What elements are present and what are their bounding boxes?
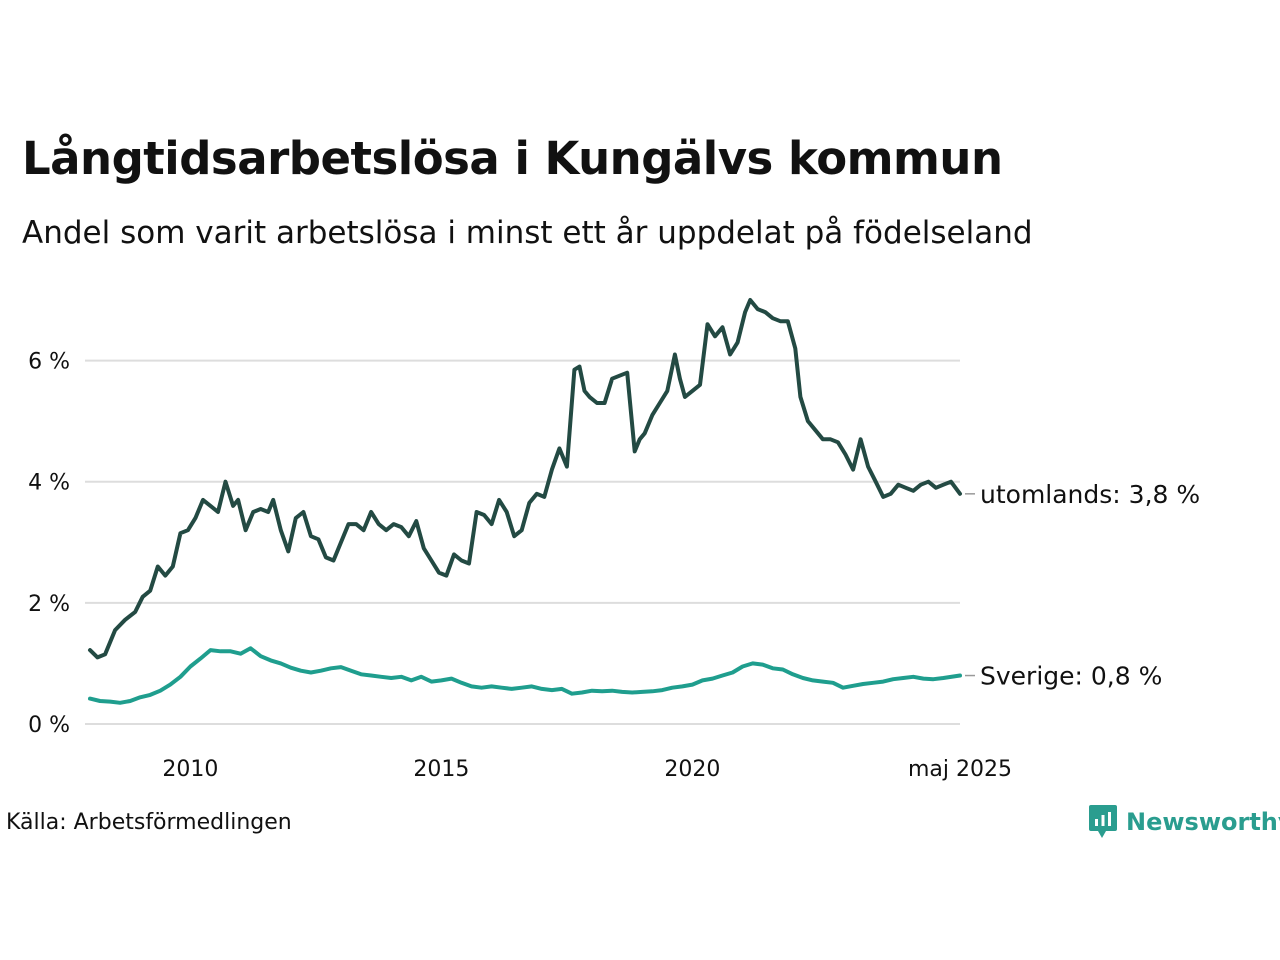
source-note: Källa: Arbetsförmedlingen xyxy=(6,810,292,835)
x-axis-ticks: 2010 2015 2020 maj 2025 xyxy=(162,757,1012,782)
end-label-utomlands: utomlands: 3,8 % xyxy=(980,480,1200,509)
chart-subtitle: Andel som varit arbetslösa i minst ett å… xyxy=(22,215,1033,251)
y-axis-ticks: 0 % 2 % 4 % 6 % xyxy=(28,350,70,738)
x-tick-label: maj 2025 xyxy=(908,757,1012,782)
grid-lines xyxy=(85,359,960,725)
newsworthy-logo-icon xyxy=(1089,805,1117,838)
series-end-labels: utomlands: 3,8 % Sverige: 0,8 % xyxy=(965,480,1200,691)
y-tick-label: 6 % xyxy=(28,350,70,375)
series-line-sverige xyxy=(88,646,962,705)
logo-text: Newsworthy xyxy=(1126,808,1280,836)
series-line-utomlands xyxy=(88,298,962,660)
newsworthy-logo: Newsworthy xyxy=(1088,804,1280,840)
x-tick-label: 2010 xyxy=(162,757,218,782)
chart-title: Långtidsarbetslösa i Kungälvs kommun xyxy=(22,132,1003,185)
x-tick-label: 2015 xyxy=(413,757,469,782)
end-label-sverige: Sverige: 0,8 % xyxy=(980,662,1162,691)
series-lines xyxy=(88,298,962,705)
y-tick-label: 2 % xyxy=(28,592,70,617)
y-tick-label: 4 % xyxy=(28,471,70,496)
y-tick-label: 0 % xyxy=(28,713,70,738)
x-tick-label: 2020 xyxy=(664,757,720,782)
